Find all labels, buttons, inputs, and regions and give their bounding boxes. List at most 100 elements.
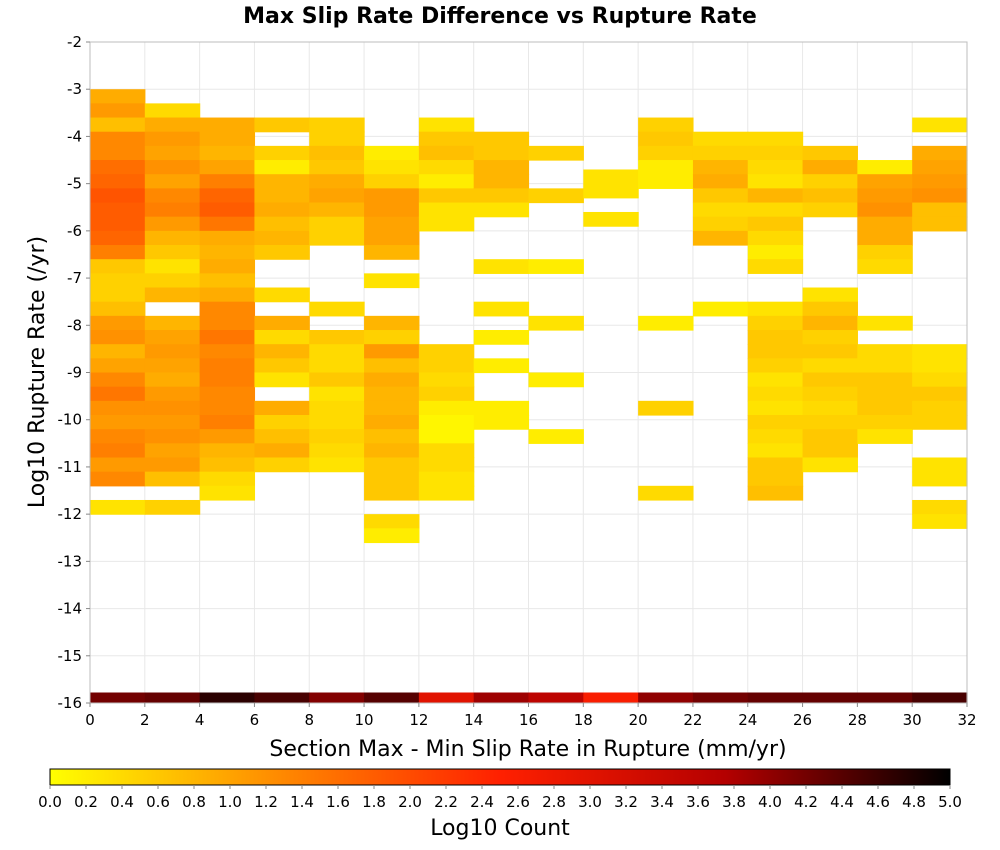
heatmap-cell	[144, 471, 201, 487]
heatmap-cell	[254, 160, 310, 175]
heatmap-cell	[473, 301, 530, 317]
y-tick-label: -5	[67, 175, 82, 193]
y-tick-label: -8	[67, 316, 82, 334]
heatmap-cell	[199, 117, 256, 133]
heatmap-cell	[199, 485, 256, 501]
heatmap-cell	[802, 174, 858, 189]
heatmap-cell	[692, 301, 749, 317]
heatmap-cell	[199, 273, 256, 289]
heatmap-cell	[199, 174, 256, 189]
heatmap-cell	[364, 514, 420, 529]
heatmap-cell	[199, 471, 256, 487]
heatmap-cell	[144, 330, 201, 345]
y-axis-label: Log10 Rupture Rate (/yr)	[25, 236, 50, 508]
colorbar-tick-label: 2.4	[470, 793, 494, 811]
heatmap-cell	[692, 188, 749, 204]
heatmap-cell	[692, 131, 749, 147]
heatmap-cell	[418, 386, 475, 402]
heatmap-cell	[309, 216, 365, 232]
heatmap-cell	[199, 301, 256, 317]
heatmap-cell	[364, 528, 420, 544]
y-tick-label: -9	[67, 364, 82, 382]
heatmap-cell-baseline	[692, 692, 749, 703]
heatmap-cell	[254, 245, 310, 260]
heatmap-cell	[199, 230, 256, 246]
heatmap-cell	[199, 429, 256, 444]
heatmap-cell	[144, 499, 201, 515]
x-tick-label: 26	[793, 711, 812, 729]
heatmap-cell	[90, 230, 146, 246]
heatmap-cell	[638, 131, 694, 147]
heatmap-cell	[309, 344, 365, 359]
heatmap-cell	[254, 287, 310, 303]
heatmap-cell	[199, 315, 256, 331]
x-tick-label: 14	[464, 711, 483, 729]
heatmap-cell	[912, 202, 968, 218]
heatmap-cell	[364, 315, 420, 331]
heatmap-cell	[802, 344, 858, 359]
heatmap-cell	[144, 372, 201, 388]
heatmap-cell	[747, 131, 804, 147]
heatmap-cell	[747, 372, 804, 388]
heatmap-cell	[199, 160, 256, 175]
heatmap-cell	[638, 315, 694, 331]
heatmap-cell	[528, 145, 584, 161]
heatmap-cell	[364, 386, 420, 402]
y-tick-label: -12	[58, 505, 83, 523]
heatmap-cell	[857, 344, 913, 359]
heatmap-cell	[309, 188, 365, 204]
heatmap-cell	[364, 414, 420, 430]
heatmap-cell	[857, 216, 913, 232]
heatmap-cell	[199, 216, 256, 232]
x-tick-label: 12	[409, 711, 428, 729]
heatmap-cell	[857, 230, 913, 246]
heatmap-cell	[473, 259, 530, 274]
heatmap-cell	[144, 457, 201, 473]
heatmap-cell	[747, 160, 804, 175]
heatmap-cell	[144, 131, 201, 147]
heatmap-cell	[90, 457, 146, 473]
heatmap-cell	[254, 145, 310, 161]
heatmap-cell	[418, 344, 475, 359]
heatmap-cell	[364, 245, 420, 260]
heatmap-cell	[90, 245, 146, 260]
heatmap-cell	[802, 372, 858, 388]
heatmap-cell	[747, 301, 804, 317]
heatmap-cell	[364, 160, 420, 175]
heatmap-cell	[418, 188, 475, 204]
heatmap-cell	[692, 202, 749, 218]
x-tick-label: 30	[903, 711, 922, 729]
heatmap-cell	[638, 117, 694, 133]
x-tick-label: 28	[848, 711, 867, 729]
colorbar-tick-label: 2.0	[398, 793, 422, 811]
heatmap-cell	[199, 400, 256, 416]
heatmap-cell	[473, 358, 530, 374]
x-tick-label: 8	[304, 711, 314, 729]
heatmap-cell	[90, 287, 146, 303]
heatmap-cell	[912, 400, 968, 416]
heatmap-cell	[90, 344, 146, 359]
colorbar-tick-label: 1.8	[362, 793, 386, 811]
heatmap-cell	[528, 429, 584, 444]
y-tick-label: -7	[67, 269, 82, 287]
heatmap-cell	[309, 160, 365, 175]
heatmap-cell	[747, 443, 804, 459]
heatmap-cell	[254, 117, 310, 133]
heatmap-cell	[90, 202, 146, 218]
heatmap-cell	[199, 414, 256, 430]
heatmap-cell	[747, 344, 804, 359]
heatmap-cell	[857, 259, 913, 274]
colorbar-tick-label: 4.0	[758, 793, 782, 811]
heatmap-cell	[364, 400, 420, 416]
colorbar-tick-label: 4.4	[830, 793, 854, 811]
heatmap-cell	[199, 188, 256, 204]
heatmap-cell	[802, 457, 858, 473]
heatmap-cell	[857, 315, 913, 331]
heatmap-cell	[747, 429, 804, 444]
heatmap-cell	[638, 400, 694, 416]
colorbar-tick-label: 2.2	[434, 793, 458, 811]
heatmap-cell	[199, 344, 256, 359]
heatmap-cell	[364, 230, 420, 246]
heatmap-cell	[199, 443, 256, 459]
